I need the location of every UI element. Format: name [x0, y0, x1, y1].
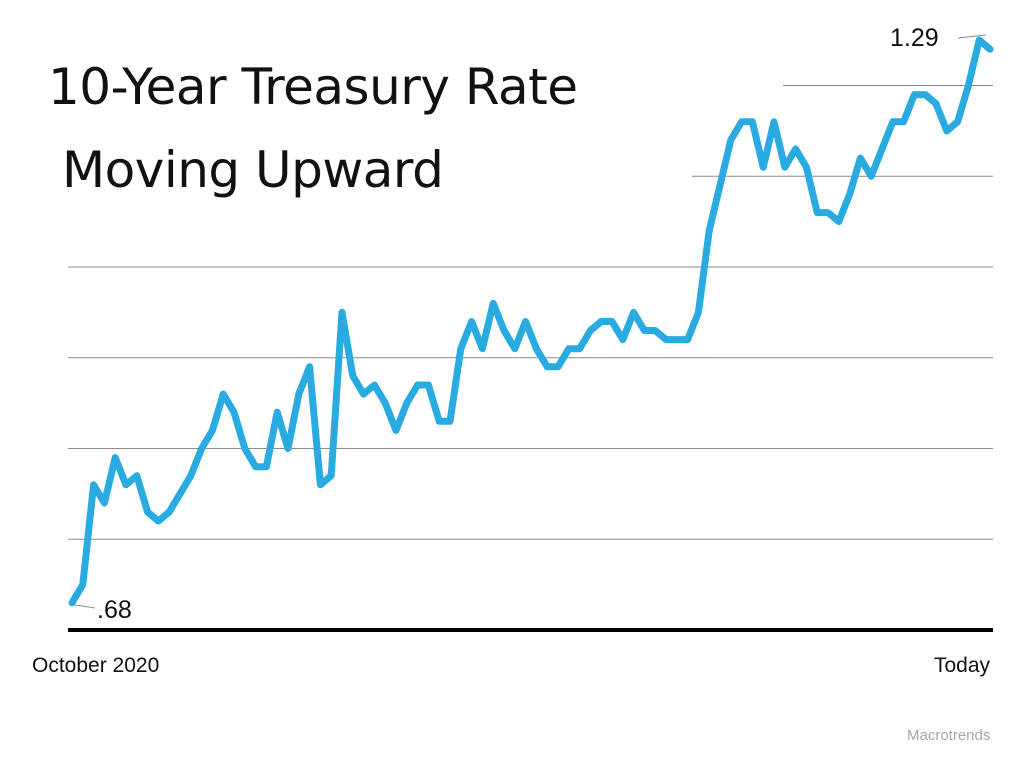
x-axis-start-label: October 2020: [32, 654, 160, 677]
gridlines: [68, 85, 993, 540]
source-credit: Macrotrends: [907, 727, 991, 744]
start-value-leader: [73, 604, 96, 609]
label-leaders: [73, 34, 987, 609]
x-axis-end-label: Today: [934, 654, 991, 677]
end-value-label: 1.29: [890, 24, 939, 52]
chart-title: 10-Year Treasury Rate: [48, 58, 578, 116]
series-line: [68, 36, 994, 607]
start-value-label: .68: [97, 596, 132, 624]
series-group: [68, 36, 994, 607]
chart-subtitle: Moving Upward: [62, 141, 444, 199]
end-value-leader: [957, 34, 987, 39]
